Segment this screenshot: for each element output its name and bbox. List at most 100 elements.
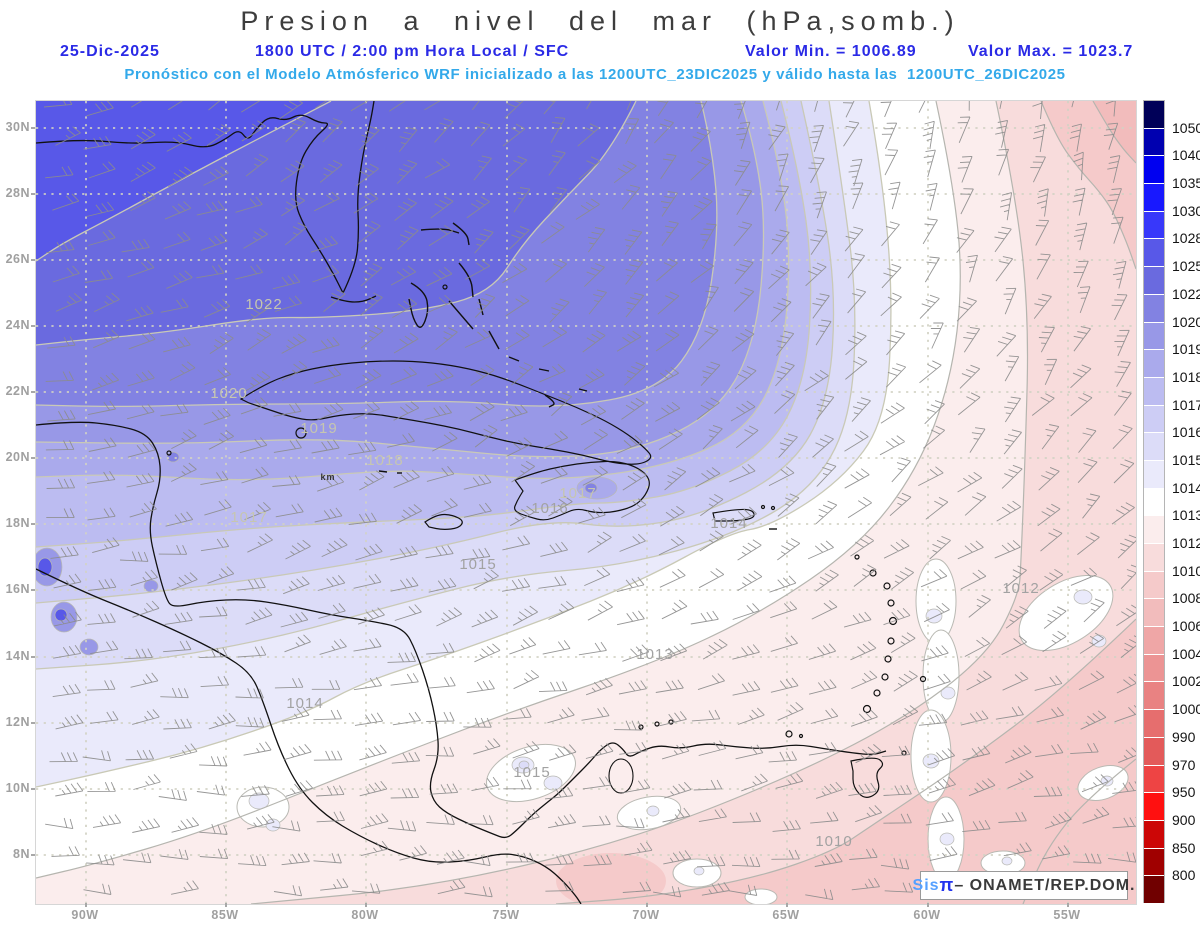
colorbar-tick-label: 1019 [1172, 341, 1200, 358]
colorbar-tick-label: 800 [1172, 867, 1196, 884]
terrain-artifact-blob [693, 866, 705, 876]
lat-tick-mark [31, 325, 35, 327]
small-island [770, 505, 776, 511]
colorbar-segment [1144, 350, 1164, 378]
isobar-line [36, 101, 961, 879]
lat-tick-label: 8N [13, 847, 30, 861]
lat-tick-mark [31, 259, 35, 261]
isobar-value-label: 1014 [286, 695, 323, 712]
isobar-line [36, 101, 812, 548]
isobar-line [1092, 101, 1136, 164]
small-island [508, 356, 520, 362]
terrain-artifact-blob [79, 638, 99, 656]
puerto-rico-coastline [712, 508, 755, 522]
lat-tick-mark [31, 127, 35, 129]
colorbar-segment [1144, 765, 1164, 794]
lon-tick-label: 85W [211, 908, 239, 922]
small-island [488, 330, 500, 350]
valid-date: 25-Dic-2025 [60, 43, 160, 60]
lon-tick-mark [85, 903, 87, 907]
lat-tick-label: 26N [5, 252, 30, 266]
lon-tick-mark [365, 903, 367, 907]
colorbar-tick-label: 1014 [1172, 479, 1200, 496]
lon-tick-label: 55W [1053, 908, 1081, 922]
small-island [544, 394, 555, 408]
lat-tick-mark [31, 854, 35, 856]
isobar-value-label: 1014 [710, 515, 747, 532]
terrain-artifact-ring [744, 888, 778, 904]
isobar-value-label: 1015 [459, 556, 496, 573]
colorbar-segment [1144, 377, 1164, 406]
small-island [448, 300, 474, 330]
small-island [785, 730, 793, 738]
colorbar-tick-label: 970 [1172, 756, 1196, 773]
isobar-value-label: 1018 [366, 452, 403, 469]
isobar-value-label: 1013 [636, 646, 673, 663]
colorbar-segment [1144, 599, 1164, 628]
colorbar-tick-label: 990 [1172, 728, 1196, 745]
terrain-artifact-blob [1001, 856, 1013, 866]
colorbar-segment [1144, 544, 1164, 572]
pressure-band-high [36, 101, 331, 261]
terrain-artifact-blob [939, 832, 955, 846]
lat-tick-mark [31, 391, 35, 393]
colorbar-tick-label: 1020 [1172, 313, 1200, 330]
field-min-value: Valor Min. = 1006.89 [745, 43, 917, 60]
terrain-artifact-ring [922, 629, 960, 723]
colorbar-tick-label: 900 [1172, 811, 1196, 828]
isobar-line [36, 101, 718, 408]
hispaniola-coastline [514, 460, 650, 521]
lon-tick-label: 70W [632, 908, 660, 922]
colorbar-segment [1144, 184, 1164, 212]
colorbar-segment [1144, 682, 1164, 711]
small-island [887, 599, 895, 607]
colorbar-segment [1144, 433, 1164, 461]
lon-tick-mark [927, 903, 929, 907]
isobar-value-label: 1019 [300, 420, 337, 437]
colorbar-segment [1144, 654, 1164, 683]
small-island [884, 655, 892, 663]
colorbar-tick-label: 1022 [1172, 285, 1200, 302]
colorbar-segment [1144, 239, 1164, 268]
pi-icon: π [939, 875, 955, 895]
colorbar-segment [1144, 710, 1164, 738]
lon-tick-mark [1067, 903, 1069, 907]
colorbar-tick-label: 1018 [1172, 368, 1200, 385]
lat-tick-mark [31, 523, 35, 525]
graticule-grid [36, 101, 1136, 904]
sis-brand-text: Sis [912, 876, 940, 894]
attribution-text: – ONAMET/REP.DOM. [954, 876, 1136, 894]
lat-tick-label: 28N [5, 186, 30, 200]
lat-tick-label: 30N [5, 120, 30, 134]
lon-tick-label: 90W [71, 908, 99, 922]
colorbar-segment [1144, 876, 1164, 904]
colorbar-segment [1144, 460, 1164, 489]
lon-tick-label: 65W [772, 908, 800, 922]
small-island [873, 689, 881, 697]
small-island [654, 721, 660, 727]
terrain-artifact-blob [265, 818, 281, 832]
colorbar-tick-label: 1025 [1172, 258, 1200, 275]
lat-tick-label: 24N [5, 318, 30, 332]
pressure-map-canvas: 1022 1020 1019 1018 1017 1017 1016 1015 1014 1014… [35, 100, 1137, 905]
isobar-line [1040, 101, 1136, 270]
small-island [408, 282, 429, 328]
isobar-value-label: 1012 [1002, 580, 1039, 597]
terrain-artifact-blob [54, 608, 68, 622]
small-island [760, 504, 766, 510]
isobar-line [36, 101, 892, 788]
valid-time: 1800 UTC / 2:00 pm Hora Local / SFC [255, 43, 570, 60]
colorbar-tick-label: 950 [1172, 784, 1196, 801]
small-island [888, 616, 898, 626]
wind-barbs [43, 101, 1136, 901]
lat-tick-mark [31, 193, 35, 195]
pressure-band-low [36, 101, 1136, 904]
colorbar-segment [1144, 627, 1164, 655]
lon-tick-mark [506, 903, 508, 907]
colorbar-tick-label: 1017 [1172, 396, 1200, 413]
terrain-artifact-blob [143, 579, 159, 593]
small-island [578, 388, 588, 392]
terrain-artifact-blob [584, 482, 598, 494]
small-island [442, 284, 448, 290]
